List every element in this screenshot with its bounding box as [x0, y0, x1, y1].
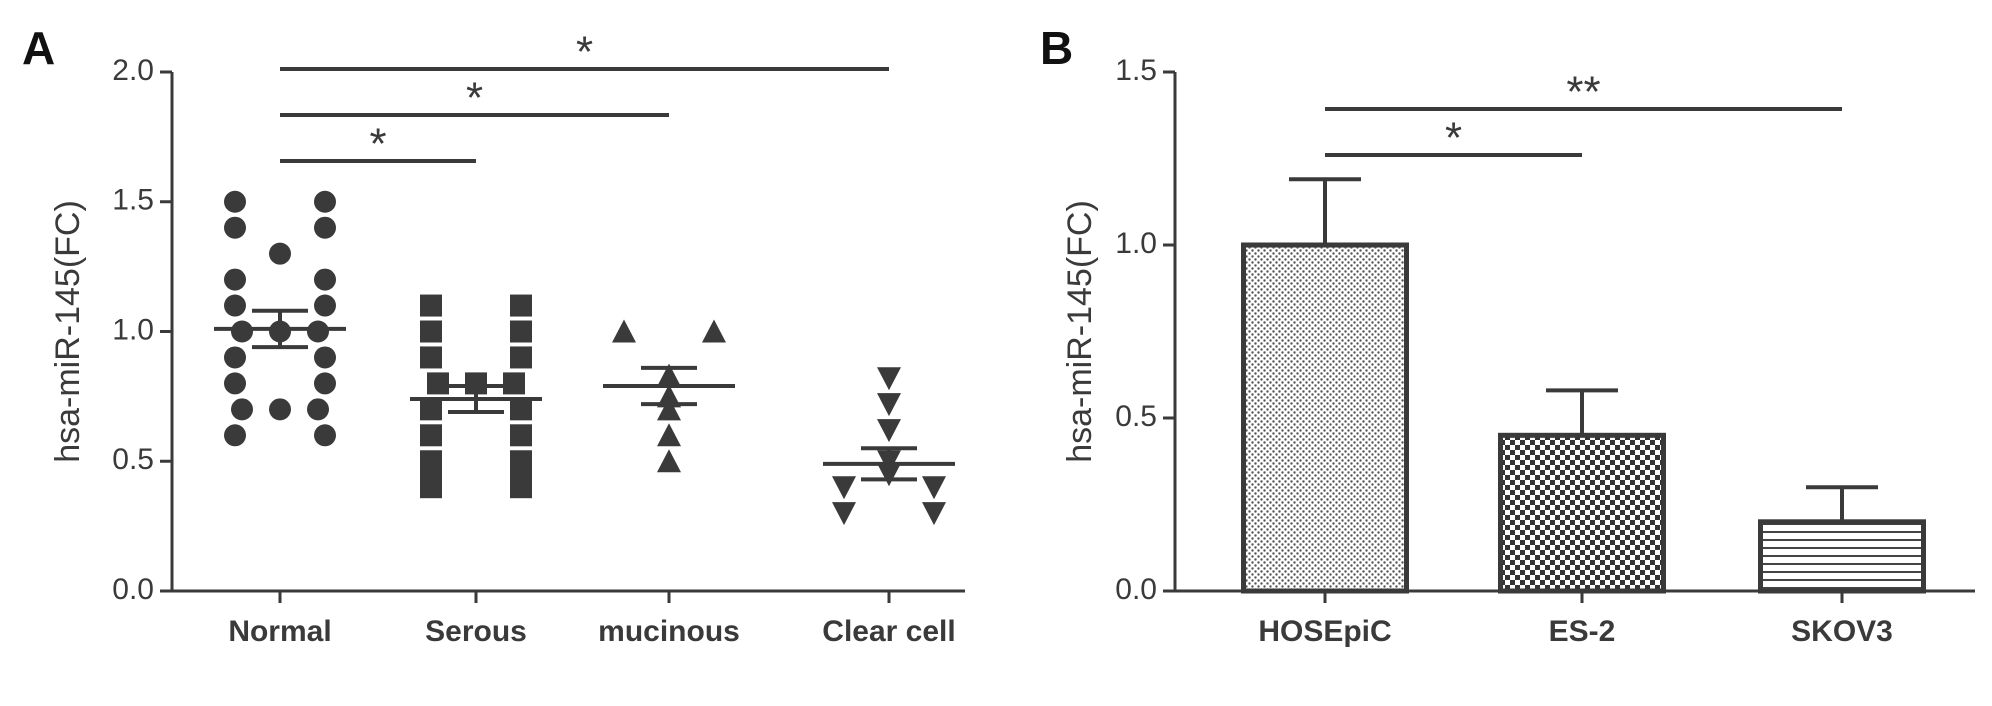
significance-label: *: [1445, 114, 1462, 163]
point: [420, 398, 442, 421]
point: [510, 424, 532, 447]
bar: [1498, 432, 1666, 594]
point: [657, 423, 681, 447]
y-tick-label: 0.5: [112, 443, 154, 476]
point: [877, 393, 901, 417]
point: [657, 397, 681, 421]
point: [877, 367, 901, 391]
y-axis-label: hsa-miR-145(FC): [1061, 200, 1099, 463]
point: [224, 268, 246, 291]
point: [510, 346, 532, 369]
point: [314, 190, 336, 213]
point: [465, 372, 487, 395]
point: [224, 372, 246, 395]
x-tick-label: HOSEpiC: [1258, 615, 1391, 648]
significance-label: *: [369, 120, 386, 169]
point: [657, 449, 681, 473]
x-tick-label: Serous: [425, 615, 527, 648]
point: [231, 398, 253, 421]
y-tick-label: 1.5: [112, 184, 154, 217]
point: [922, 502, 946, 526]
point: [427, 372, 449, 395]
significance-label: *: [466, 74, 483, 123]
x-tick-label: ES-2: [1549, 615, 1616, 648]
y-axis-label: hsa-miR-145(FC): [49, 200, 87, 463]
point: [832, 502, 856, 526]
y-tick-label: 0.5: [1115, 400, 1157, 433]
point: [503, 372, 525, 395]
point: [702, 319, 726, 343]
point: [510, 320, 532, 343]
y-tick-label: 0.0: [1115, 573, 1157, 606]
bar: [1758, 519, 1926, 594]
point: [314, 424, 336, 447]
point: [510, 294, 532, 317]
x-tick-label: Normal: [228, 615, 331, 648]
point: [224, 216, 246, 239]
point: [314, 294, 336, 317]
bar: [1241, 242, 1409, 594]
point: [612, 319, 636, 343]
point: [314, 216, 336, 239]
point: [420, 476, 442, 499]
point: [269, 398, 291, 421]
panel-label: B: [1040, 22, 1073, 74]
point: [420, 346, 442, 369]
point: [269, 242, 291, 265]
y-tick-label: 0.0: [112, 573, 154, 606]
point: [314, 372, 336, 395]
x-tick-label: mucinous: [598, 615, 740, 648]
panel-label: A: [22, 22, 55, 74]
point: [224, 190, 246, 213]
point: [224, 424, 246, 447]
point: [224, 346, 246, 369]
point: [420, 294, 442, 317]
y-tick-label: 1.0: [1115, 227, 1157, 260]
y-tick-label: 1.5: [1115, 54, 1157, 87]
significance-label: **: [1566, 68, 1600, 117]
point: [922, 476, 946, 500]
point: [231, 320, 253, 343]
point: [420, 424, 442, 447]
point: [420, 320, 442, 343]
x-tick-label: Clear cell: [822, 615, 955, 648]
point: [832, 476, 856, 500]
significance-label: *: [576, 28, 593, 77]
point: [510, 476, 532, 499]
y-tick-label: 1.0: [112, 313, 154, 346]
point: [877, 419, 901, 443]
point: [314, 268, 336, 291]
point: [224, 294, 246, 317]
point: [307, 398, 329, 421]
point: [510, 398, 532, 421]
point: [314, 346, 336, 369]
x-tick-label: SKOV3: [1791, 615, 1893, 648]
y-tick-label: 2.0: [112, 54, 154, 87]
point: [307, 320, 329, 343]
